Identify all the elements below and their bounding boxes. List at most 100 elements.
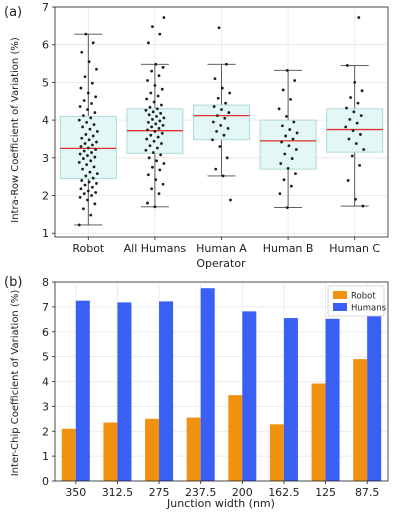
data-point (87, 180, 91, 184)
data-point (291, 137, 295, 141)
data-point (295, 131, 299, 135)
data-point (83, 142, 87, 145)
data-point (220, 108, 223, 111)
data-point (91, 176, 95, 180)
data-point (293, 79, 297, 82)
y-tick-label: 5 (42, 76, 49, 89)
data-point (153, 205, 157, 209)
data-point (93, 155, 97, 159)
data-point (148, 144, 152, 148)
x-tick-label: 237.5 (185, 486, 217, 499)
data-point (85, 163, 89, 167)
data-point (86, 108, 89, 111)
humans-bar (159, 301, 174, 481)
data-point (277, 107, 281, 111)
data-point (80, 50, 84, 54)
data-point (361, 204, 365, 208)
data-point (78, 196, 82, 199)
data-point (86, 146, 90, 150)
data-point (145, 97, 149, 101)
data-point (90, 185, 94, 189)
data-point (161, 182, 165, 186)
data-point (161, 123, 165, 127)
humans-bar (242, 311, 257, 481)
data-point (79, 86, 83, 90)
data-point (93, 111, 97, 114)
data-point (161, 65, 165, 69)
y-tick-label: 2 (42, 190, 49, 203)
legend-swatch (333, 303, 347, 311)
data-point (225, 156, 229, 160)
data-point (93, 202, 97, 206)
data-point (289, 184, 293, 188)
legend-label: Robot (351, 292, 376, 302)
robot-bar (228, 395, 243, 481)
data-point (160, 87, 164, 91)
y-tick-labels: 1 2 3 4 5 6 7 (42, 1, 55, 240)
data-point (147, 113, 151, 117)
data-point (82, 99, 86, 102)
data-point (284, 134, 288, 138)
data-point (86, 189, 90, 193)
humans-bar (117, 302, 132, 481)
data-point (219, 123, 223, 127)
humans-bar (75, 300, 90, 481)
data-point (95, 130, 99, 133)
data-point (159, 153, 163, 157)
data-point (81, 207, 85, 211)
data-point (77, 223, 81, 227)
data-point (146, 79, 149, 82)
x-tick-label: 87.5 (355, 486, 380, 499)
data-point (92, 123, 96, 127)
data-point (217, 26, 221, 30)
data-point (215, 130, 218, 133)
data-point (147, 156, 151, 160)
data-point (160, 131, 164, 135)
data-point (84, 32, 88, 36)
data-point (216, 96, 220, 100)
data-point (91, 134, 95, 138)
data-point (158, 32, 162, 36)
data-point (90, 143, 94, 147)
y-axis-label: Intra-Row Coefficient of Variation (%) (10, 37, 21, 223)
data-point (226, 127, 230, 130)
data-point (95, 172, 99, 176)
data-point (84, 174, 88, 178)
data-point (90, 151, 93, 154)
bar-chart-panel: (b) 0 1 2 3 4 5 6 7 8 350 312.5 275 237.5 200 162.5 12… (4, 275, 389, 510)
data-point (87, 60, 91, 64)
data-point (79, 145, 83, 148)
data-point (280, 124, 284, 128)
data-point (153, 84, 157, 87)
data-point (91, 41, 95, 45)
data-point (294, 148, 298, 151)
data-point (81, 157, 85, 160)
data-points (77, 16, 366, 227)
x-tick-label: 275 (149, 486, 170, 499)
data-point (162, 16, 166, 19)
data-point (150, 187, 154, 191)
data-point (154, 62, 158, 66)
data-point (148, 105, 152, 109)
data-point (285, 114, 288, 118)
y-tick-label: 8 (42, 276, 49, 289)
data-point (144, 108, 148, 112)
data-point (151, 151, 155, 154)
data-point (154, 122, 158, 126)
data-point (281, 88, 285, 92)
data-point (151, 25, 154, 29)
data-point (282, 178, 286, 182)
data-point (146, 201, 149, 205)
data-point (289, 97, 292, 101)
data-point (95, 182, 98, 185)
data-point (151, 117, 154, 121)
x-tick-label: Human C (329, 242, 380, 255)
x-tick-label: 162.5 (268, 486, 300, 499)
data-point (355, 121, 359, 125)
data-point (225, 62, 228, 66)
data-point (362, 148, 366, 151)
data-point (354, 197, 357, 201)
data-point (87, 138, 91, 142)
data-point (146, 173, 150, 177)
